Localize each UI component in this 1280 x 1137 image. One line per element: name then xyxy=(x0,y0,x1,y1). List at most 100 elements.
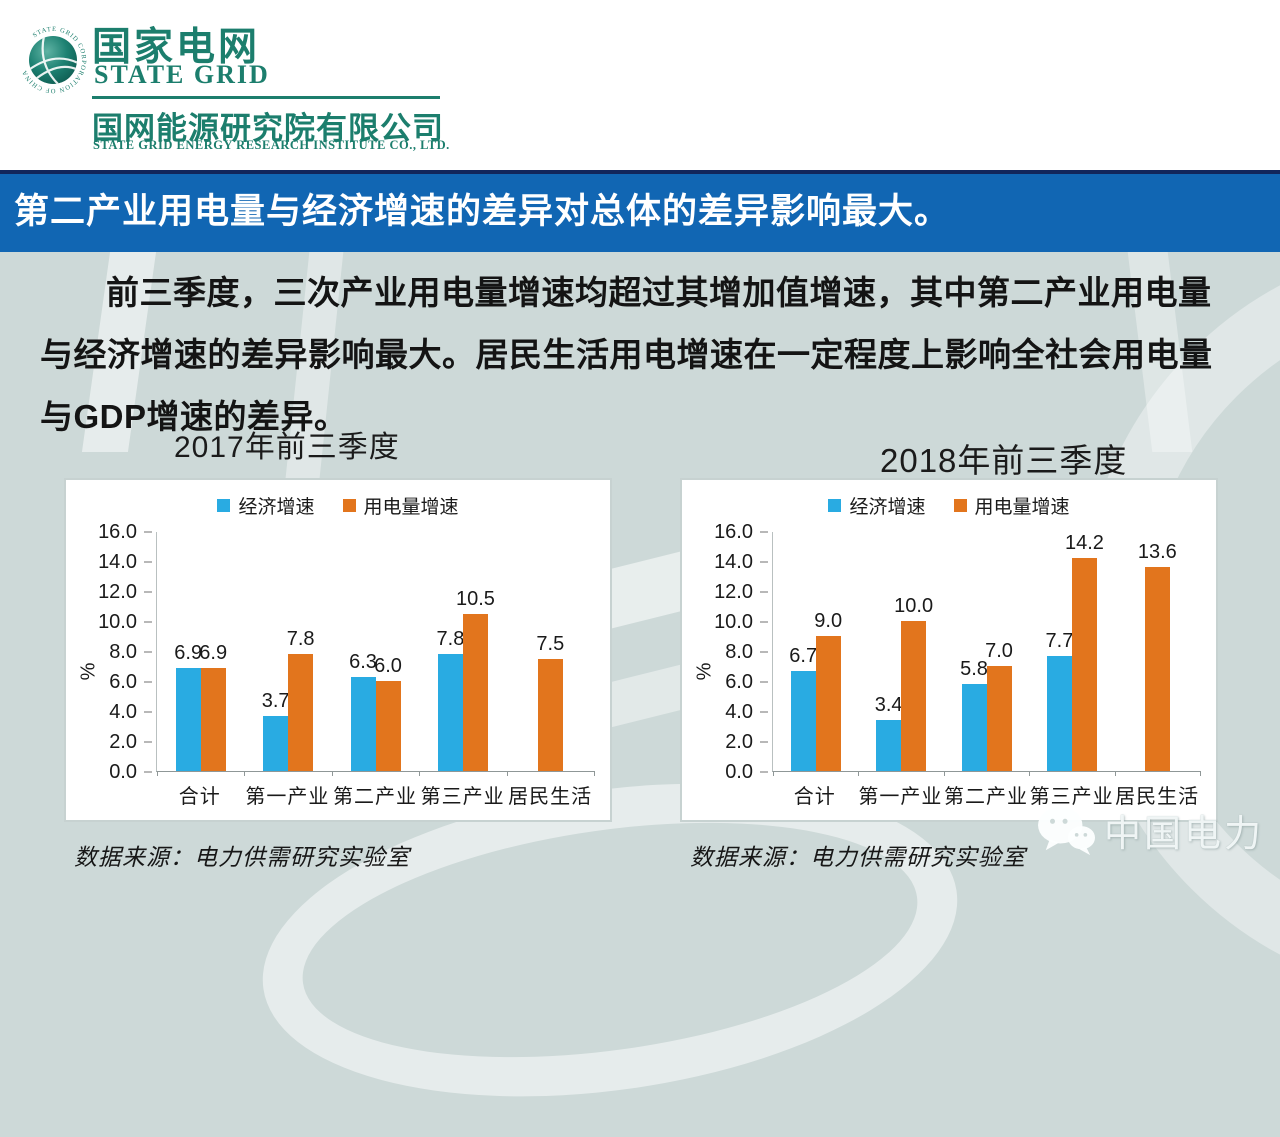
bar-group: 5.8 7.0 xyxy=(944,532,1029,771)
slide-title-banner: 第二产业用电量与经济增速的差异对总体的差异影响最大。 xyxy=(0,170,1280,252)
x-axis-tick xyxy=(1200,771,1201,776)
bar-chart-2018: 经济增速 用电量增速 % 0.0 2.0 4.0 6.0 8.0 10.0 12.0 14.0 1… xyxy=(680,478,1218,822)
legend-item: 用电量增速 xyxy=(342,492,459,519)
legend-swatch xyxy=(828,499,842,512)
bar-group: 6.3 6.0 xyxy=(332,532,419,771)
legend-swatch xyxy=(953,499,967,512)
bar: 9.0 xyxy=(814,610,842,771)
y-axis-tick: 10.0 xyxy=(714,611,768,633)
legend-label: 用电量增速 xyxy=(363,497,459,518)
bar-value-label: 10.5 xyxy=(455,587,495,610)
organization-name-chinese: 国网能源研究院有限公司 xyxy=(92,111,444,146)
legend-label: 用电量增速 xyxy=(974,497,1070,518)
organization-name-english: STATE GRID ENERGY RESEARCH INSTITUTE CO.… xyxy=(93,138,450,152)
y-axis-tick: 0.0 xyxy=(725,761,768,783)
bar-value-label: 3.4 xyxy=(874,694,903,716)
y-axis-tick: 6.0 xyxy=(109,671,152,693)
bar-value-label: 14.2 xyxy=(1064,532,1104,554)
legend-item: 用电量增速 xyxy=(953,492,1070,519)
bar-value-label: 5.8 xyxy=(960,658,988,680)
bar-value-label: 13.6 xyxy=(1137,541,1177,563)
y-axis-tick: 8.0 xyxy=(725,641,768,663)
y-axis-ticks: 0.0 2.0 4.0 6.0 8.0 10.0 12.0 14.0 16.0 xyxy=(66,521,152,783)
y-axis-tick: 10.0 xyxy=(98,611,152,633)
bar: 6.9 xyxy=(199,642,227,771)
plot-area: 6.9 6.9 3.7 7.8 6.3 6.0 7.8 10.5 7.5 xyxy=(156,532,595,776)
x-axis-category-label: 第二产业 xyxy=(943,786,1028,808)
legend-item: 经济增速 xyxy=(217,492,315,519)
bar: 7.8 xyxy=(287,628,315,771)
y-axis-tick: 8.0 xyxy=(109,641,152,663)
brand-name-english: State Grid xyxy=(94,60,270,89)
header-divider xyxy=(92,96,440,99)
legend-swatch xyxy=(217,499,231,512)
bar: 6.0 xyxy=(374,655,402,771)
bar-value-label: 6.0 xyxy=(374,655,402,677)
data-source-note: 数据来源：电力供需研究实验室 xyxy=(74,845,410,870)
bar-value-label: 9.0 xyxy=(814,610,843,632)
bar-group: 3.4 10.0 xyxy=(858,532,943,771)
bar: 5.8 xyxy=(960,658,988,771)
bar-value-label: 7.5 xyxy=(536,632,565,655)
chart-legend: 经济增速 用电量增速 xyxy=(66,492,610,519)
bar-value-label: 6.9 xyxy=(199,641,228,664)
x-axis-tick xyxy=(858,771,860,776)
header: STATE GRID CORPORATION OF CHINA 国家电网 Sta… xyxy=(0,0,1280,170)
bar-group: 7.7 14.2 xyxy=(1029,532,1114,771)
x-axis-category-label: 合计 xyxy=(793,786,836,808)
bar-group: 6.9 6.9 xyxy=(157,532,244,771)
bar-group: 3.7 7.8 xyxy=(244,532,331,771)
bar: 6.7 xyxy=(789,645,817,771)
chart-legend: 经济增速 用电量增速 xyxy=(682,492,1216,519)
x-axis-category-label: 第一产业 xyxy=(858,786,943,808)
bar: 7.5 xyxy=(536,633,564,771)
chart-title: 2017年前三季度 xyxy=(174,431,400,464)
slide-title: 第二产业用电量与经济增速的差异对总体的差异影响最大。 xyxy=(14,192,951,231)
x-axis-category-label: 第一产业 xyxy=(245,786,330,808)
x-axis-category-label: 第二产业 xyxy=(332,786,417,808)
x-axis-category-label: 第三产业 xyxy=(1029,786,1114,808)
bar: 10.0 xyxy=(894,595,933,771)
state-grid-globe-logo: STATE GRID CORPORATION OF CHINA xyxy=(21,26,86,94)
bar-value-label: 6.7 xyxy=(789,644,818,667)
bar-value-label: 7.0 xyxy=(985,640,1013,662)
body-paragraph: 前三季度，三次产业用电量增速均超过其增加值增速，其中第二产业用电量与经济增速的差… xyxy=(40,274,1213,435)
data-source-note: 数据来源：电力供需研究实验室 xyxy=(690,845,1026,870)
x-axis-tick xyxy=(1029,771,1031,776)
x-axis-category-label: 居民生活 xyxy=(508,786,593,808)
y-axis-tick: 6.0 xyxy=(725,671,768,693)
bar-group: 7.5 xyxy=(507,532,594,771)
bar: 13.6 xyxy=(1138,541,1177,771)
bar-group: 7.8 10.5 xyxy=(419,532,506,771)
y-axis-tick: 2.0 xyxy=(725,731,768,753)
x-axis-tick xyxy=(157,771,158,776)
bar-value-label: 7.7 xyxy=(1045,629,1074,652)
bar-chart-2017: 经济增速 用电量增速 % 0.0 2.0 4.0 6.0 8.0 10.0 12.0 14.0 1… xyxy=(64,478,612,822)
watermark-label: 中国电力 xyxy=(1104,813,1264,854)
bar: 6.9 xyxy=(174,642,202,771)
y-axis-tick: 2.0 xyxy=(109,731,152,753)
y-axis-tick: 0.0 xyxy=(109,761,152,783)
bar: 10.5 xyxy=(456,588,495,771)
x-axis-tick xyxy=(943,771,945,776)
x-axis-tick xyxy=(419,771,421,776)
y-axis-tick: 14.0 xyxy=(98,551,152,573)
x-axis-tick xyxy=(244,771,246,776)
bar-value-label: 6.9 xyxy=(174,641,203,664)
x-axis-tick xyxy=(773,771,774,776)
plot-area: 6.7 9.0 3.4 10.0 5.8 7.0 7.7 14.2 13.6 xyxy=(772,532,1201,776)
bar-value-label: 3.7 xyxy=(261,689,290,712)
y-axis-ticks: 0.0 2.0 4.0 6.0 8.0 10.0 12.0 14.0 16.0 xyxy=(682,521,768,783)
wechat-icon xyxy=(1038,806,1095,856)
bar: 7.7 xyxy=(1046,630,1073,771)
y-axis-tick: 12.0 xyxy=(98,581,152,603)
x-axis-tick xyxy=(1114,771,1116,776)
y-axis-tick: 16.0 xyxy=(98,521,152,543)
bar: 6.3 xyxy=(349,651,377,771)
bar: 7.0 xyxy=(985,640,1013,771)
bar-value-label: 7.8 xyxy=(436,628,465,650)
bar-value-label: 6.3 xyxy=(349,650,377,673)
legend-label: 经济增速 xyxy=(238,497,315,518)
x-axis-category-label: 合计 xyxy=(178,786,221,808)
legend-label: 经济增速 xyxy=(849,497,926,518)
